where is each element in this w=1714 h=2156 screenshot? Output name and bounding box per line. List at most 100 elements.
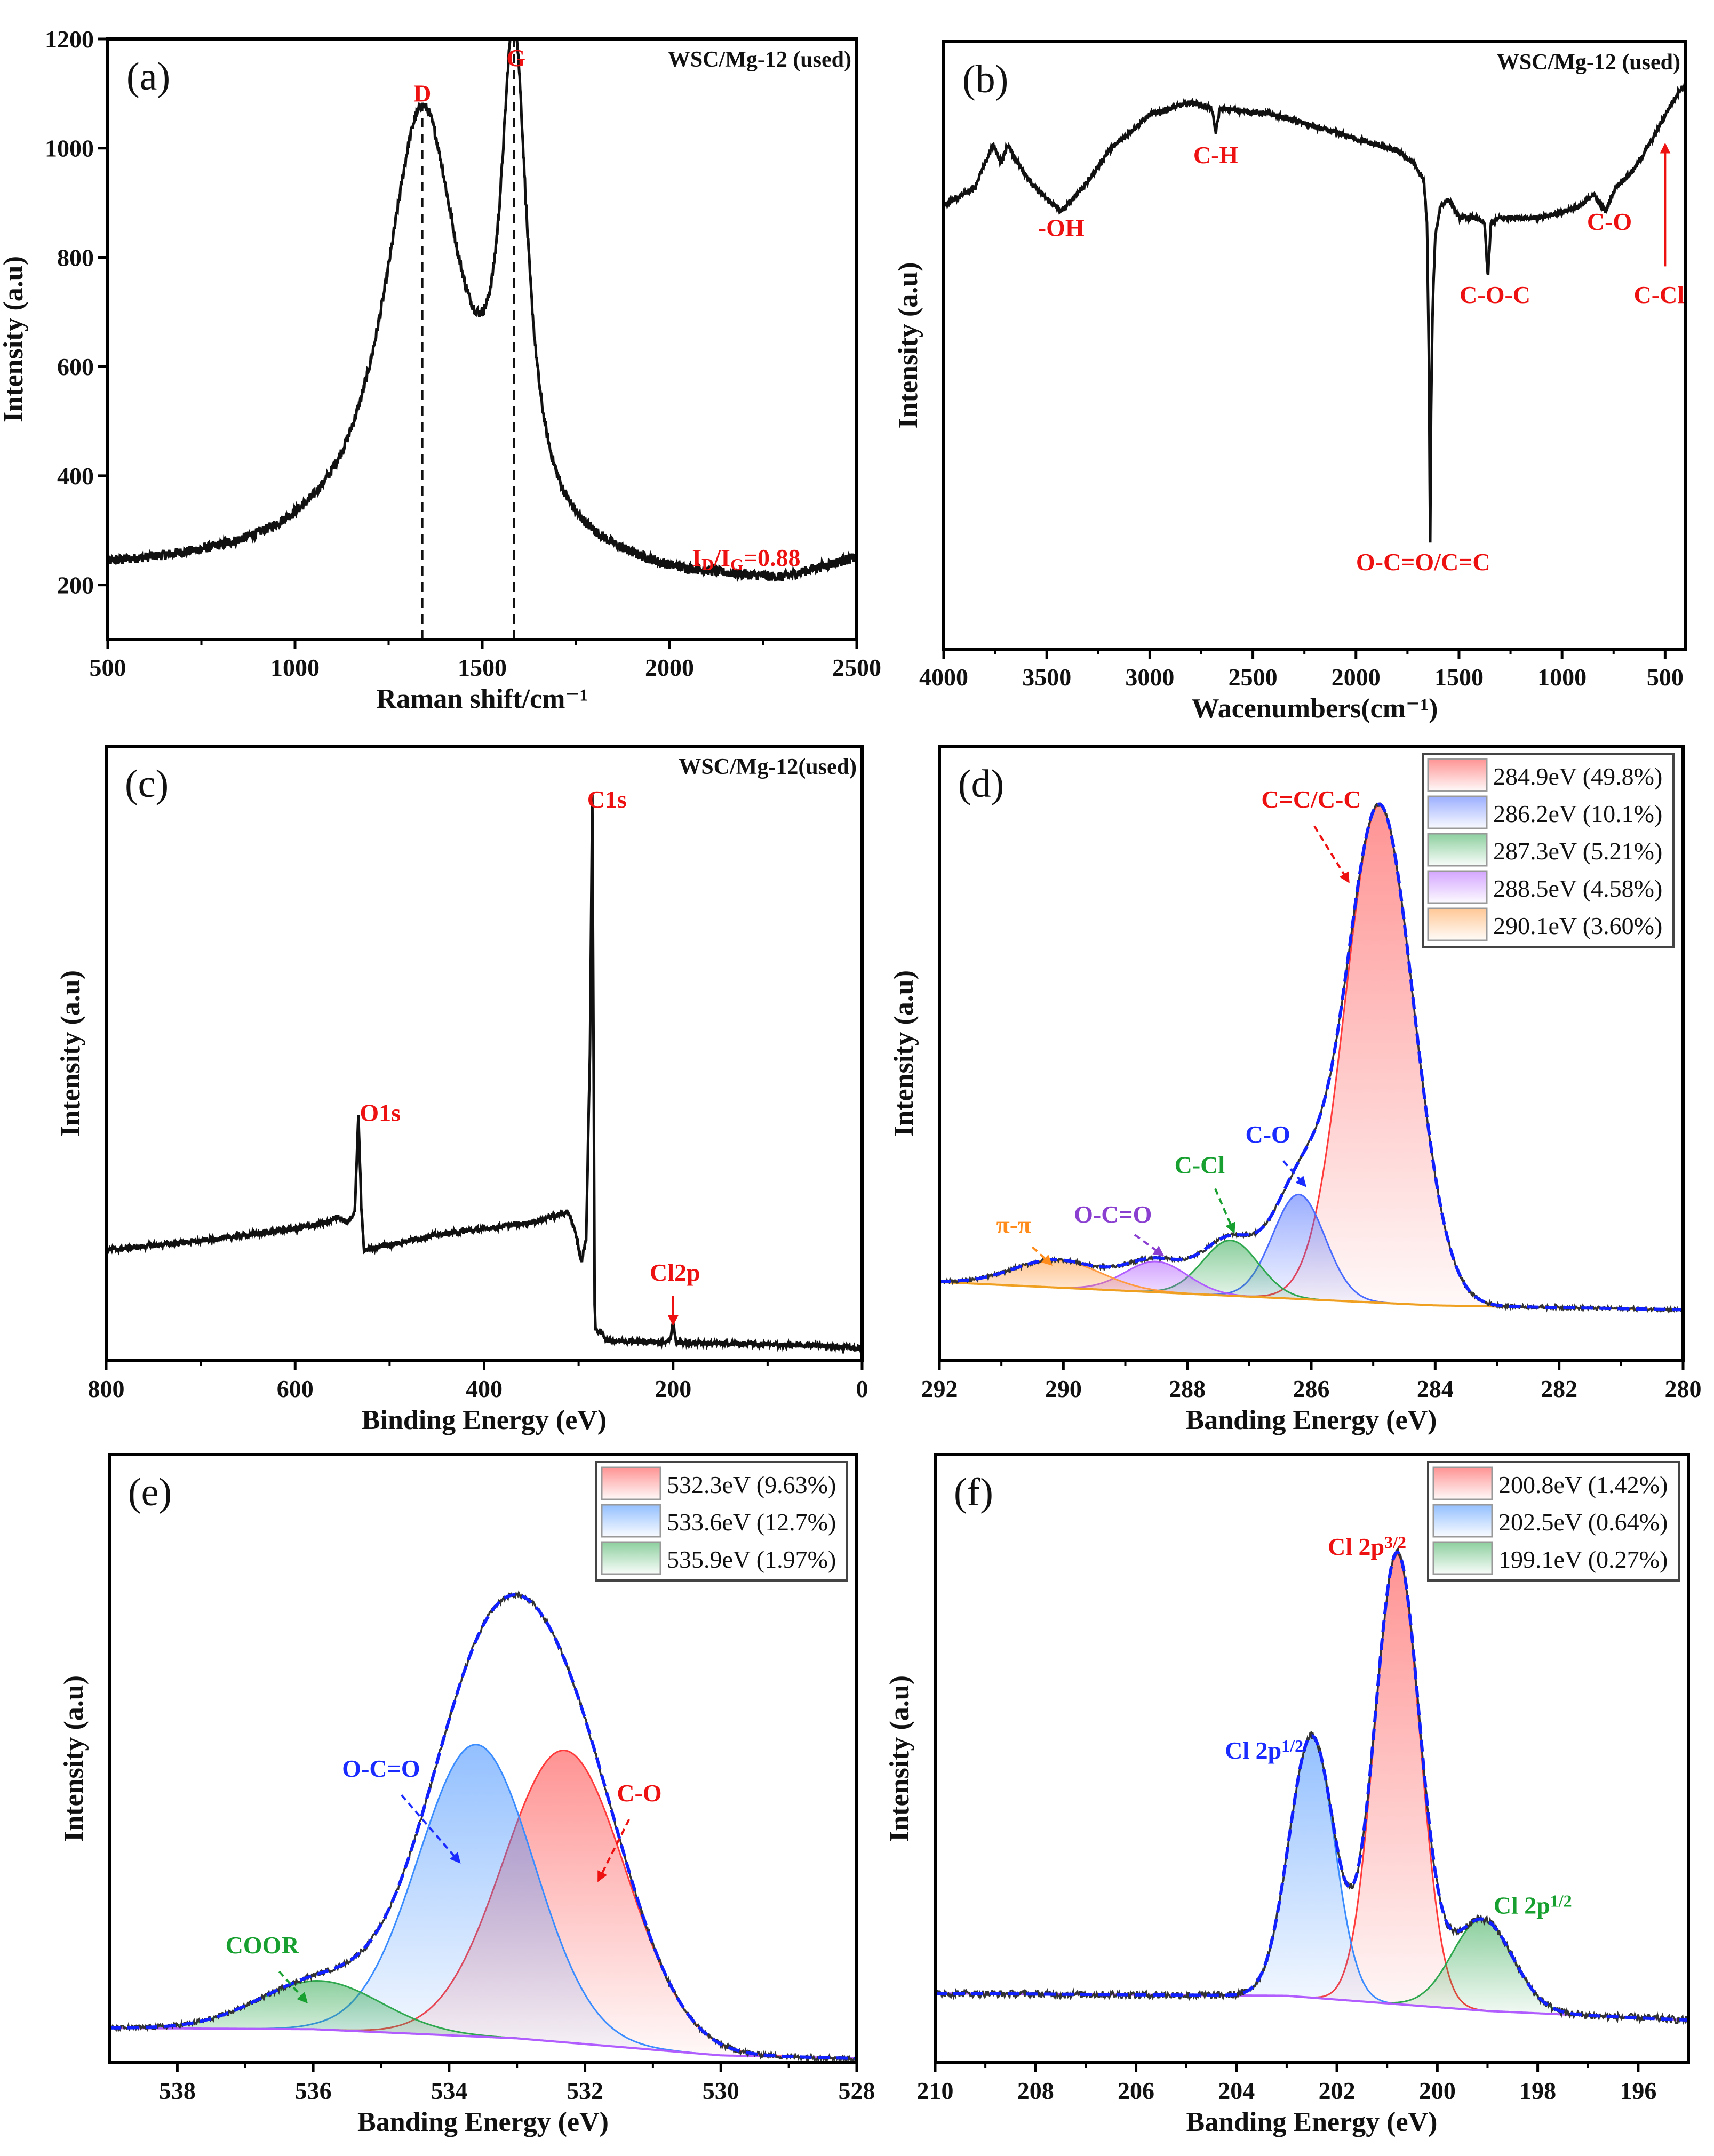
annotation-text-part: Cl 2p xyxy=(1328,1533,1384,1560)
baseline-line xyxy=(109,2027,857,2059)
annotation-text-part: 1/2 xyxy=(1550,1891,1572,1911)
chart-panel-f: 210 208 206 204 202 200 198 196 Banding Energy (… xyxy=(884,1453,1690,2137)
fit-component-area xyxy=(109,1744,857,2058)
annotation-text-part: 1/2 xyxy=(1281,1736,1303,1755)
plot-frame xyxy=(934,1453,1690,2064)
annotation-text-part: D xyxy=(413,80,431,107)
y-tick-label: 600 xyxy=(57,353,94,380)
x-tick-label: 200 xyxy=(1419,2077,1456,2104)
plot-frame xyxy=(105,745,864,1362)
x-tick-label: 538 xyxy=(159,2077,196,2104)
fit-component-area xyxy=(935,1919,1688,2021)
annotation-text-part: C-H xyxy=(1193,141,1239,169)
x-tick-label: 0 xyxy=(856,1375,868,1402)
x-axis-label: Banding Energy (eV) xyxy=(1186,2107,1438,2137)
y-tick-label: 1000 xyxy=(45,135,94,162)
peak-annotation: C-Cl xyxy=(1175,1152,1225,1179)
annotation-arrow xyxy=(1313,825,1350,883)
annotation-text-part: G xyxy=(730,555,744,574)
annotation-arrow xyxy=(597,1819,631,1882)
peak-annotation: D xyxy=(413,80,431,107)
legend-swatch xyxy=(1427,870,1488,904)
legend-entry-label: 535.9eV (1.97%) xyxy=(667,1546,836,1573)
chart-panel-d: 292 290 288 286 284 282 280 Banding Energy (eV)… xyxy=(889,745,1702,1435)
y-axis-label: Intensity (a.u) xyxy=(0,256,29,422)
annotation-text-part: D xyxy=(701,555,714,574)
annotation-text-part: O-C=O xyxy=(342,1755,420,1782)
x-tick-label: 200 xyxy=(655,1375,691,1402)
panel-letter: (c) xyxy=(125,762,169,806)
panel-letter: (a) xyxy=(126,55,170,99)
y-axis-label: Intensity (a.u) xyxy=(889,970,919,1137)
peak-annotation: G xyxy=(506,44,525,71)
x-tick-label: 198 xyxy=(1519,2077,1556,2104)
x-tick-label: 534 xyxy=(431,2077,467,2104)
legend-swatch xyxy=(1427,795,1488,829)
x-tick-label: 500 xyxy=(90,654,126,681)
panel-letter: (d) xyxy=(958,762,1004,806)
peak-annotation: Cl 2p3/2 xyxy=(1328,1532,1406,1560)
legend-swatch xyxy=(1427,758,1488,792)
legend: 200.8eV (1.42%) 202.5eV (0.64%) 199.1eV (0… xyxy=(1427,1461,1680,1582)
x-tick-label: 2500 xyxy=(832,654,881,681)
legend-swatch xyxy=(601,1466,661,1500)
plot-frame xyxy=(108,1453,858,2064)
x-tick-label: 528 xyxy=(839,2077,875,2104)
annotation-text-part: O-C=O/C=C xyxy=(1356,548,1490,576)
legend-swatch xyxy=(1432,1541,1493,1575)
spectrum-line xyxy=(108,39,857,583)
annotation-text-part: COOR xyxy=(226,1931,300,1959)
legend-entry-label: 202.5eV (0.64%) xyxy=(1498,1508,1668,1536)
annotation-text-part: C-Cl xyxy=(1633,281,1684,308)
y-tick-label: 1200 xyxy=(45,26,94,53)
legend: 284.9eV (49.8%) 286.2eV (10.1%) 287.3eV (5… xyxy=(1422,753,1675,948)
x-axis-label: Banding Energy (eV) xyxy=(1186,1405,1437,1435)
x-tick-label: 500 xyxy=(1647,664,1684,691)
sample-label: WSC/Mg-12 (used) xyxy=(668,47,851,72)
annotation-text-part: π-π xyxy=(996,1211,1032,1238)
x-tick-label: 530 xyxy=(703,2077,739,2104)
annotation-arrow xyxy=(1134,1234,1165,1257)
legend-entry-label: 290.1eV (3.60%) xyxy=(1493,912,1662,939)
annotation-arrow xyxy=(401,1794,461,1864)
fit-component-area xyxy=(939,1261,1683,1310)
x-tick-label: 280 xyxy=(1665,1375,1702,1402)
x-tick-label: 282 xyxy=(1541,1375,1577,1402)
legend-entry-label: 284.9eV (49.8%) xyxy=(1493,763,1662,790)
peak-annotation: C-O xyxy=(617,1779,661,1807)
annotation-text-part: O-C=O xyxy=(1074,1201,1152,1228)
panel-letter: (e) xyxy=(128,1471,172,1514)
peak-annotation: C1s xyxy=(587,786,627,813)
annotation-text-part: C-O-C xyxy=(1460,281,1530,308)
sample-label: WSC/Mg-12 (used) xyxy=(1497,50,1680,75)
envelope-fit-line xyxy=(935,1551,1688,2022)
x-tick-label: 800 xyxy=(88,1375,125,1402)
x-tick-label: 1500 xyxy=(1434,664,1484,691)
peak-annotation: Cl 2p1/2 xyxy=(1494,1891,1572,1919)
legend-swatch xyxy=(1427,833,1488,867)
x-tick-label: 292 xyxy=(921,1375,958,1402)
y-tick-label: 200 xyxy=(57,572,94,599)
x-tick-label: 206 xyxy=(1118,2077,1154,2104)
annotation-text-part: Cl2p xyxy=(650,1259,700,1286)
x-tick-label: 1500 xyxy=(458,654,507,681)
plot-area xyxy=(109,1590,857,2063)
x-tick-label: 400 xyxy=(466,1375,503,1402)
annotation-text-part: I xyxy=(692,544,701,571)
annotation-arrow xyxy=(1031,1246,1053,1266)
peak-annotation: COOR xyxy=(226,1931,300,1959)
chart-panel-c: 800 600 400 200 0 Binding Energy (eV) Intensit… xyxy=(55,745,868,1435)
peak-annotation: π-π xyxy=(996,1211,1032,1238)
legend-entry-label: 288.5eV (4.58%) xyxy=(1493,875,1662,902)
annotation-text-part: C-O xyxy=(617,1779,661,1807)
annotation-text-part: /I xyxy=(713,544,730,571)
panel-letter: (f) xyxy=(954,1471,993,1514)
fit-component-area xyxy=(939,1194,1683,1310)
legend: 532.3eV (9.63%) 533.6eV (12.7%) 535.9eV (1… xyxy=(595,1461,848,1582)
baseline-line xyxy=(935,1992,1688,2022)
x-tick-label: 4000 xyxy=(919,664,968,691)
annotation-text-part: 3/2 xyxy=(1384,1532,1406,1552)
panel-letter: (b) xyxy=(962,58,1008,101)
y-axis-label: Intensity (a.u) xyxy=(884,1675,915,1842)
